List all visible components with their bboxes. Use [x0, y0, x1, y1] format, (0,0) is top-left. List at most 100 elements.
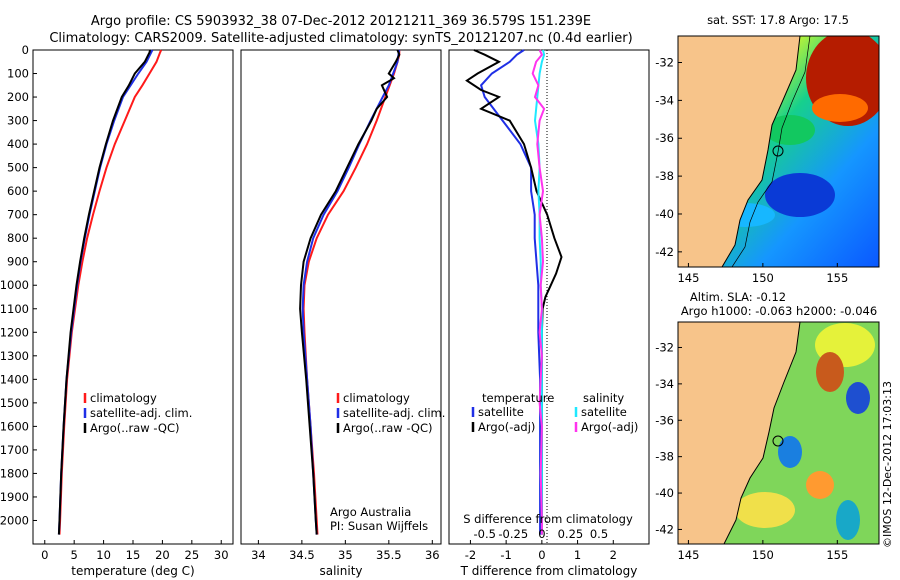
salinity-tick-label: 36: [425, 548, 440, 562]
legend-label-s-satellite: satellite: [581, 405, 627, 419]
depth-tick-label: 200: [7, 90, 29, 104]
depth-tick-label: 1800: [0, 466, 29, 480]
s-difference-tick-label: -0.5: [473, 527, 495, 541]
depth-tick-label: 1300: [0, 349, 29, 363]
sst-cool-patch: [765, 173, 835, 217]
temperature-lines: [57, 49, 163, 535]
s-difference-axis-label: S difference from climatology: [463, 512, 633, 526]
difference-panel: -2 -1 0 1 2 -0.5 -0.25 0 0.25 0.5 S difference f…: [448, 49, 650, 578]
sst-green-patch: [765, 115, 815, 145]
sla-coastline: [723, 322, 801, 544]
salinity-tick-label: 35.5: [376, 548, 402, 562]
depth-tick-label: 1600: [0, 419, 29, 433]
map-lat-tick-label: -36: [655, 131, 674, 145]
temperature-tick-label: 0: [41, 548, 48, 562]
t-difference-tick-label: -1: [500, 548, 511, 562]
map-lat-tick-label: -40: [655, 207, 674, 221]
depth-tick-label: 1400: [0, 372, 29, 386]
map-lat-tick-label: -34: [655, 377, 674, 391]
salinity-series-line: [299, 49, 401, 535]
sla-warm-eddy: [816, 352, 844, 392]
difference-lines: [465, 49, 563, 535]
sst-land: [678, 36, 800, 267]
temperature-plot-frame: [32, 49, 234, 545]
map-lat-tick-label: -32: [655, 340, 674, 354]
sla-cold-eddy-float: [778, 436, 802, 468]
s-difference-tick-label: 0.5: [590, 527, 608, 541]
legend-title-temperature: temperature: [482, 391, 554, 405]
sla-cold-eddy-east: [846, 382, 870, 414]
sla-low-south: [836, 500, 860, 540]
legend-label-t-satellite: satellite: [478, 405, 524, 419]
sla-float-marker: [772, 435, 784, 447]
depth-tick-label: 1700: [0, 443, 29, 457]
depth-tick-label: 1500: [0, 396, 29, 410]
sst-map-title: sat. SST: 17.8 Argo: 17.5: [707, 13, 849, 27]
sla-map-panel: Altim. SLA: -0.12 Argo h1000: -0.063 h20…: [655, 290, 880, 562]
sst-warm-ring: [812, 94, 868, 122]
sst-depth-contour: [731, 36, 811, 267]
depth-axis-ticks: 0 100 200 300 400 500 600 700 800 900 1000 1100 1200…: [0, 43, 37, 527]
t-difference-tick-label: -2: [465, 548, 476, 562]
s-difference-tick-label: 0.25: [558, 527, 584, 541]
temperature-series-line: [57, 49, 154, 535]
temperature-panel: 0100200300400500600700800900100011001200…: [0, 43, 234, 578]
legend-label-climatology: climatology: [343, 391, 410, 405]
temperature-tick-label: 10: [96, 548, 111, 562]
map-lon-tick-label: 155: [826, 548, 848, 562]
salinity-tick-label: 34.5: [289, 548, 315, 562]
sla-map-frame: [677, 321, 880, 545]
s-difference-tick-label: 0: [538, 527, 545, 541]
map-lat-tick-label: -42: [655, 522, 674, 536]
annotation-pi: PI: Susan Wijffels: [330, 519, 428, 533]
temperature-tick-label: 15: [126, 548, 141, 562]
depth-tick-label: 700: [7, 208, 29, 222]
t-difference-tick-label: 2: [610, 548, 617, 562]
salinity-axis-label: salinity: [319, 564, 362, 578]
temperature-axis-ticks: 0 5 10 15 20 25 30: [41, 540, 229, 562]
depth-tick-label: 1000: [0, 278, 29, 292]
sst-coastline: [721, 36, 801, 267]
difference-series-line: [479, 49, 542, 535]
map-lat-tick-label: -36: [655, 413, 674, 427]
map-lon-tick-label: 145: [677, 548, 699, 562]
map-lon-tick-label: 150: [752, 271, 774, 285]
depth-tick-label: 600: [7, 184, 29, 198]
t-difference-axis-label: T difference from climatology: [460, 564, 638, 578]
depth-tick-label: 300: [7, 114, 29, 128]
salinity-axis-ticks: 34 34.5 35 35.5 36: [251, 540, 440, 562]
depth-tick-label: 500: [7, 161, 29, 175]
header-line-1: Argo profile: CS 5903932_38 07-Dec-2012 …: [91, 14, 591, 29]
map-lon-tick-label: 150: [752, 548, 774, 562]
salinity-series-line: [302, 50, 401, 535]
sst-field: [678, 36, 879, 267]
legend-label-argo: Argo(..raw -QC): [90, 421, 180, 435]
map-lon-tick-label: 145: [677, 271, 699, 285]
legend-title-salinity: salinity: [583, 391, 624, 405]
salinity-legend: climatology satellite-adj. clim. Argo(..…: [336, 391, 445, 435]
difference-series-line: [531, 49, 546, 535]
temperature-tick-label: 25: [185, 548, 200, 562]
depth-tick-label: 800: [7, 231, 29, 245]
salinity-panel: 34 34.5 35 35.5 36 salinity climatology sate…: [240, 49, 445, 578]
temperature-tick-label: 5: [71, 548, 78, 562]
depth-tick-label: 2000: [0, 513, 29, 527]
map-lat-tick-label: -38: [655, 169, 674, 183]
sst-map-panel: sat. SST: 17.8 Argo: 17.5 145 150 155 -32 -3…: [655, 13, 880, 285]
legend-label-s-argo: Argo(-adj): [581, 420, 638, 434]
depth-tick-label: 900: [7, 255, 29, 269]
header-line-2: Climatology: CARS2009. Satellite-adjuste…: [49, 31, 632, 46]
map-lat-tick-label: -34: [655, 93, 674, 107]
temperature-series-line: [57, 49, 152, 535]
temperature-legend: climatology satellite-adj. clim. Argo(..…: [83, 391, 192, 435]
sla-land: [678, 322, 800, 544]
sst-float-marker: [772, 145, 784, 157]
legend-label-satellite: satellite-adj. clim.: [343, 406, 445, 420]
salinity-tick-label: 34: [251, 548, 266, 562]
footer-stamp: ©IMOS 12-Dec-2012 17:03:13: [881, 381, 894, 548]
difference-legend: temperature salinity satellite Argo(-adj…: [471, 391, 638, 434]
depth-tick-label: 1100: [0, 302, 29, 316]
depth-tick-label: 0: [22, 43, 29, 57]
sla-field: [678, 322, 879, 544]
